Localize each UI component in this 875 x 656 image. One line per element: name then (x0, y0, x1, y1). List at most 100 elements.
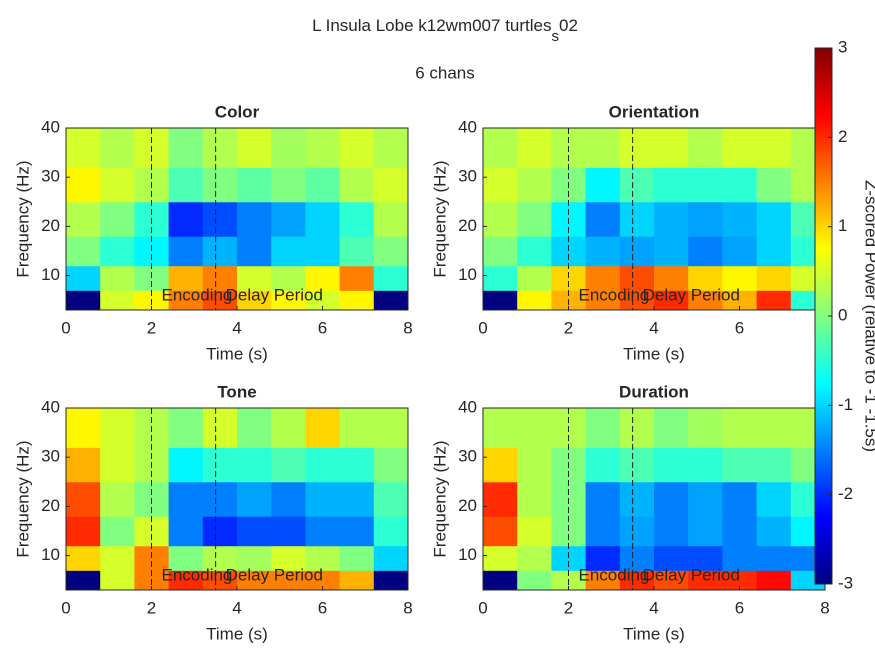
heatmap-cell (483, 447, 518, 483)
heatmap-cells (66, 408, 408, 590)
y-axis-label: Frequency (Hz) (430, 440, 449, 557)
heatmap-cell (688, 545, 723, 571)
heatmap-cell (619, 265, 655, 291)
heatmap-cell (100, 447, 135, 483)
heatmap-cell (100, 516, 135, 547)
heatmap-cell (373, 545, 408, 571)
x-tick-label: 8 (820, 598, 829, 617)
heatmap-cells (483, 408, 825, 590)
heatmap-cell (517, 481, 552, 517)
heatmap-cell (100, 570, 135, 590)
heatmap-cell (100, 201, 135, 237)
heatmap-cell (202, 236, 238, 267)
heatmap-cell (483, 167, 518, 203)
heatmap-cell (339, 545, 375, 571)
heatmap-cell (339, 128, 375, 168)
heatmap-cell (654, 290, 689, 310)
y-tick-label: 40 (41, 397, 60, 416)
heatmap-cell (654, 236, 689, 267)
heatmap-cell (756, 265, 792, 291)
x-tick-label: 2 (564, 598, 573, 617)
heatmap-cell (271, 516, 306, 547)
y-tick-label: 10 (458, 265, 477, 284)
y-tick-label: 10 (458, 545, 477, 564)
heatmap-cell (654, 570, 689, 590)
heatmap-cell (237, 201, 272, 237)
heatmap-cell (688, 481, 723, 517)
heatmap-cell (271, 167, 306, 203)
heatmap-cell (100, 236, 135, 267)
event-label: Encoding (579, 565, 650, 584)
heatmap-cell (585, 570, 621, 590)
heatmap-cell (688, 516, 723, 547)
colorbar-tick-label: -2 (838, 484, 853, 503)
heatmap-cell (168, 128, 204, 168)
y-tick-label: 30 (458, 167, 477, 186)
heatmap-cell (100, 265, 135, 291)
heatmap-cell (100, 128, 135, 168)
heatmap-cell (517, 265, 552, 291)
heatmap-cell (339, 408, 375, 448)
heatmap-cell (305, 516, 341, 547)
y-tick-label: 20 (41, 496, 60, 515)
heatmap-cell (688, 167, 723, 203)
heatmap-cell (483, 516, 518, 547)
heatmap-cell (100, 167, 135, 203)
x-tick-label: 2 (147, 318, 156, 337)
heatmap-cell (237, 236, 272, 267)
heatmap-cell (654, 447, 689, 483)
heatmap-cell (168, 545, 204, 571)
heatmap-cell (271, 570, 306, 590)
heatmap-cell (517, 201, 552, 237)
heatmap-cell (271, 128, 306, 168)
heatmap-cell (688, 408, 723, 448)
heatmap-cell (517, 545, 552, 571)
heatmap-cell (305, 447, 341, 483)
heatmap-cell (202, 570, 238, 590)
heatmap-cell (619, 408, 655, 448)
heatmap-cell (483, 545, 518, 571)
heatmap-cell (168, 290, 204, 310)
heatmap-cell (237, 290, 272, 310)
title-tail: 02 (559, 16, 578, 35)
axes-title: Color (215, 102, 260, 121)
heatmap-cell (619, 447, 655, 483)
event-label: Encoding (162, 565, 233, 584)
heatmap-cell (305, 290, 341, 310)
heatmap-cell (756, 516, 792, 547)
heatmap-cell (585, 481, 621, 517)
heatmap-cell (271, 265, 306, 291)
heatmap-cell (305, 481, 341, 517)
heatmap-cell (339, 481, 375, 517)
heatmap-cell (756, 290, 792, 310)
heatmap-cell (202, 408, 238, 448)
x-tick-label: 0 (61, 318, 70, 337)
heatmap-cell (654, 545, 689, 571)
heatmap-cell (517, 128, 552, 168)
heatmap-cell (339, 516, 375, 547)
heatmap-cell (756, 481, 792, 517)
heatmap-cell (756, 570, 792, 590)
heatmap-cell (654, 167, 689, 203)
heatmap-cell (305, 201, 341, 237)
colorbar-tick-label: 2 (838, 127, 847, 146)
heatmap-cell (688, 265, 723, 291)
heatmap-cell (168, 481, 204, 517)
heatmap-cell (722, 570, 758, 590)
heatmap-cell (168, 201, 204, 237)
x-tick-label: 4 (649, 318, 658, 337)
heatmap-cell (688, 570, 723, 590)
heatmap-cell (305, 545, 341, 571)
heatmap-cell (373, 201, 408, 237)
colorbar-tick-label: 3 (838, 37, 847, 56)
heatmap-cell (688, 447, 723, 483)
heatmap-cell (271, 481, 306, 517)
heatmap-cell (585, 545, 621, 571)
heatmap-cell (619, 570, 655, 590)
heatmap-cell (168, 265, 204, 291)
heatmap-cell (517, 167, 552, 203)
y-tick-label: 20 (41, 216, 60, 235)
heatmap-cell (305, 167, 341, 203)
heatmap-cell (483, 570, 518, 590)
heatmap-cell (271, 290, 306, 310)
